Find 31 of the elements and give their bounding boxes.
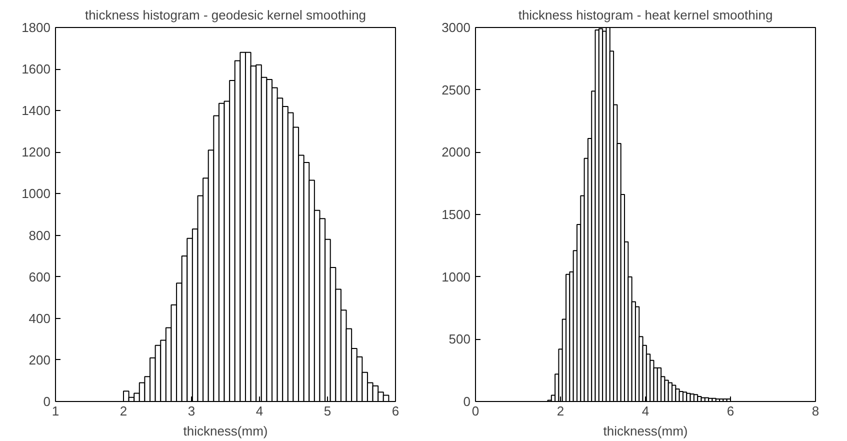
y-tick-label: 1800 — [22, 20, 50, 35]
x-tick-label: 4 — [642, 404, 650, 418]
x-axis-title: thickness(mm) — [183, 424, 268, 438]
chart-title: thickness histogram - heat kernel smoothing — [518, 8, 773, 22]
x-tick-label: 8 — [812, 404, 820, 418]
y-tick-label: 1400 — [22, 103, 50, 118]
x-tick-label: 2 — [556, 404, 564, 418]
x-tick-label: 6 — [392, 404, 400, 418]
x-axis-title: thickness(mm) — [603, 424, 688, 438]
y-tick-label: 1000 — [442, 269, 470, 284]
y-tick-label: 3000 — [442, 20, 470, 35]
x-tick-label: 1 — [52, 404, 60, 418]
x-tick-label: 5 — [324, 404, 332, 418]
y-tick-label: 1600 — [22, 62, 50, 77]
x-tick-label: 2 — [120, 404, 128, 418]
y-tick-label: 1000 — [22, 186, 50, 202]
y-tick-label: 2500 — [442, 82, 470, 98]
y-tick-label: 1200 — [22, 144, 50, 160]
chart-title: thickness histogram - geodesic kernel smoothing — [84, 8, 366, 22]
y-tick-label: 500 — [448, 332, 471, 347]
x-tick-label: 6 — [726, 404, 734, 418]
y-tick-label: 0 — [43, 394, 51, 409]
y-tick-label: 200 — [28, 352, 51, 368]
y-tick-label: 0 — [463, 394, 471, 409]
y-tick-label: 800 — [28, 228, 51, 243]
y-tick-label: 2000 — [442, 144, 470, 160]
y-tick-label: 1500 — [442, 207, 470, 222]
y-tick-label: 400 — [28, 310, 51, 326]
y-tick-label: 600 — [28, 269, 51, 284]
x-tick-label: 4 — [256, 404, 264, 418]
x-tick-label: 3 — [188, 404, 196, 418]
